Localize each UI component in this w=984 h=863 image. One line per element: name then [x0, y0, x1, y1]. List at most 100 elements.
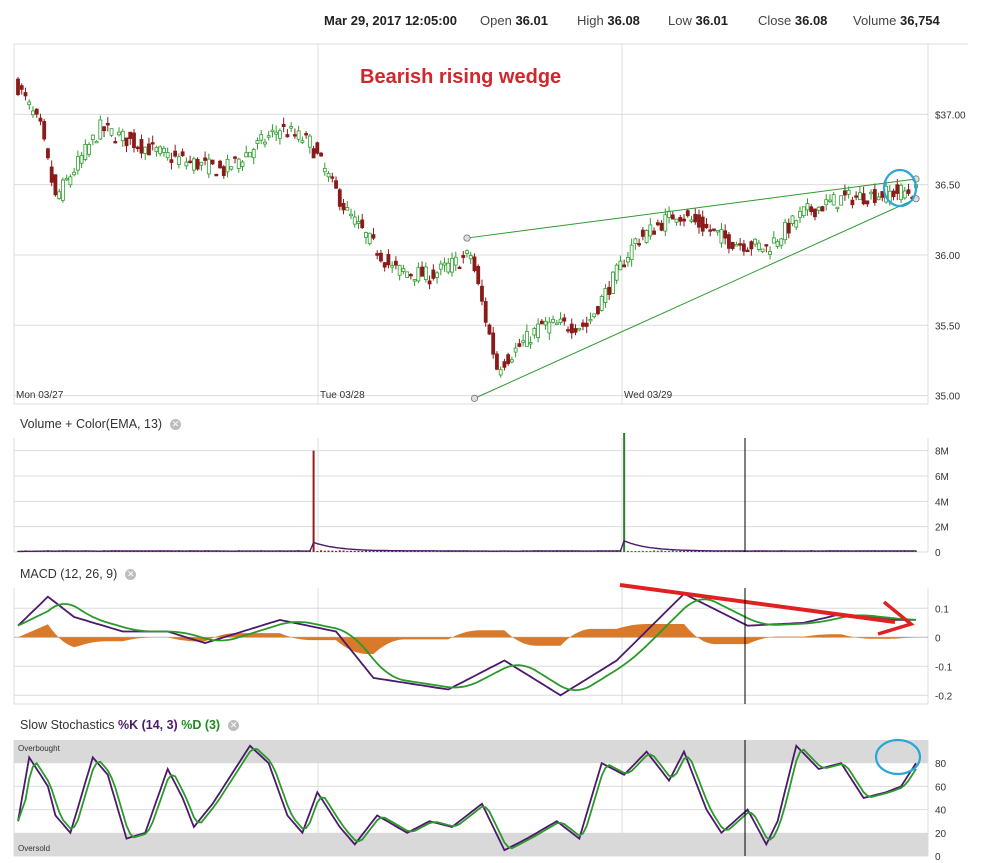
candle-body: [236, 158, 241, 169]
candle-body: [334, 180, 338, 189]
volume-bar: [383, 550, 386, 552]
candle-body: [450, 257, 454, 273]
candle-body: [132, 132, 136, 149]
candle-body: [509, 359, 514, 363]
header-high: High 36.08: [577, 13, 640, 28]
candle-body: [764, 244, 769, 247]
bearish-wedge-annotation: Bearish rising wedge: [360, 66, 561, 88]
candle-body: [446, 262, 451, 273]
volume-bar: [346, 551, 349, 552]
candle-body: [240, 161, 245, 167]
candle-body: [68, 176, 73, 186]
volume-bar: [357, 550, 360, 552]
candle-body: [72, 171, 77, 176]
candle-body: [715, 230, 720, 233]
candle-body: [16, 78, 20, 96]
volume-bar: [697, 551, 700, 552]
volume-bar: [323, 550, 326, 552]
stoch-k-line: [17, 743, 917, 852]
volume-bar: [660, 550, 663, 552]
candle-body: [689, 219, 694, 222]
candle-body: [704, 223, 709, 229]
candle-body: [356, 220, 361, 224]
candle-body: [495, 353, 499, 370]
volume-bar: [387, 550, 390, 552]
candle-body: [289, 126, 294, 129]
candle-body: [498, 369, 503, 376]
volume-bar: [686, 550, 689, 552]
close-macd-icon[interactable]: ✕: [125, 569, 137, 580]
volume-bar: [331, 550, 334, 552]
price-tick-label: $37.00: [935, 110, 966, 121]
candle-body: [375, 253, 380, 256]
candle-body: [786, 222, 791, 234]
candle-body: [551, 319, 555, 323]
volume-bar: [675, 551, 678, 552]
candle-body: [147, 143, 151, 156]
volume-bar: [623, 432, 626, 552]
wedge-anchor-point: [463, 234, 471, 242]
header-volume: Volume 36,754: [853, 13, 940, 28]
candle-body: [768, 250, 772, 255]
candle-body: [652, 230, 656, 235]
candle-body: [274, 131, 279, 135]
candle-body: [554, 322, 559, 325]
candle-body: [592, 313, 597, 317]
macd-signal-line: [17, 598, 917, 692]
candle-body: [468, 255, 473, 260]
candle-body: [513, 347, 518, 353]
volume-bar: [335, 551, 338, 552]
close-stochastics-icon[interactable]: ✕: [228, 720, 240, 731]
candle-body: [322, 168, 327, 173]
volume-bar: [634, 551, 637, 552]
candle-body: [539, 320, 544, 325]
candle-body: [352, 216, 357, 225]
candle-body: [401, 268, 406, 272]
candle-body: [341, 202, 346, 211]
volume-bar: [694, 551, 697, 552]
candle-body: [629, 244, 634, 261]
candle-body: [644, 230, 649, 243]
macd-tick-label: -0.2: [935, 691, 953, 702]
candle-body: [300, 140, 305, 143]
candle-body: [528, 342, 533, 345]
oversold-label: Oversold: [18, 844, 50, 853]
candle-body: [588, 318, 593, 322]
volume-bar: [701, 550, 704, 552]
candle-body: [603, 288, 608, 303]
volume-bar: [626, 550, 629, 552]
candle-body: [771, 237, 776, 244]
candle-body: [850, 199, 855, 206]
candle-body: [566, 329, 570, 332]
candle-body: [637, 243, 642, 246]
candle-body: [674, 218, 679, 223]
candle-body: [90, 134, 95, 140]
candle-body: [835, 206, 840, 210]
candle-body: [854, 195, 859, 198]
volume-bar: [649, 551, 652, 552]
candle-body: [790, 215, 795, 224]
candle-body: [805, 203, 810, 211]
candle-body: [251, 149, 256, 159]
candle-body: [337, 189, 342, 207]
candle-body: [719, 229, 724, 244]
candle-body: [584, 322, 589, 327]
price-tick-label: 35.50: [935, 321, 960, 332]
macd-tick-label: -0.1: [935, 662, 953, 673]
candle-body: [779, 238, 784, 246]
macd-tick-label: 0: [935, 633, 941, 644]
candle-body: [547, 321, 552, 334]
volume-bar: [690, 550, 693, 552]
candle-body: [723, 230, 728, 239]
volume-bar: [327, 550, 330, 552]
overbought-label: Overbought: [18, 744, 61, 753]
candle-body: [27, 101, 32, 106]
candle-body: [521, 340, 526, 343]
close-volume-icon[interactable]: ✕: [170, 419, 182, 430]
candle-body: [34, 108, 39, 115]
candle-body: [162, 148, 166, 153]
candle-body: [876, 196, 881, 201]
candle-body: [869, 191, 873, 195]
candle-body: [760, 248, 765, 253]
